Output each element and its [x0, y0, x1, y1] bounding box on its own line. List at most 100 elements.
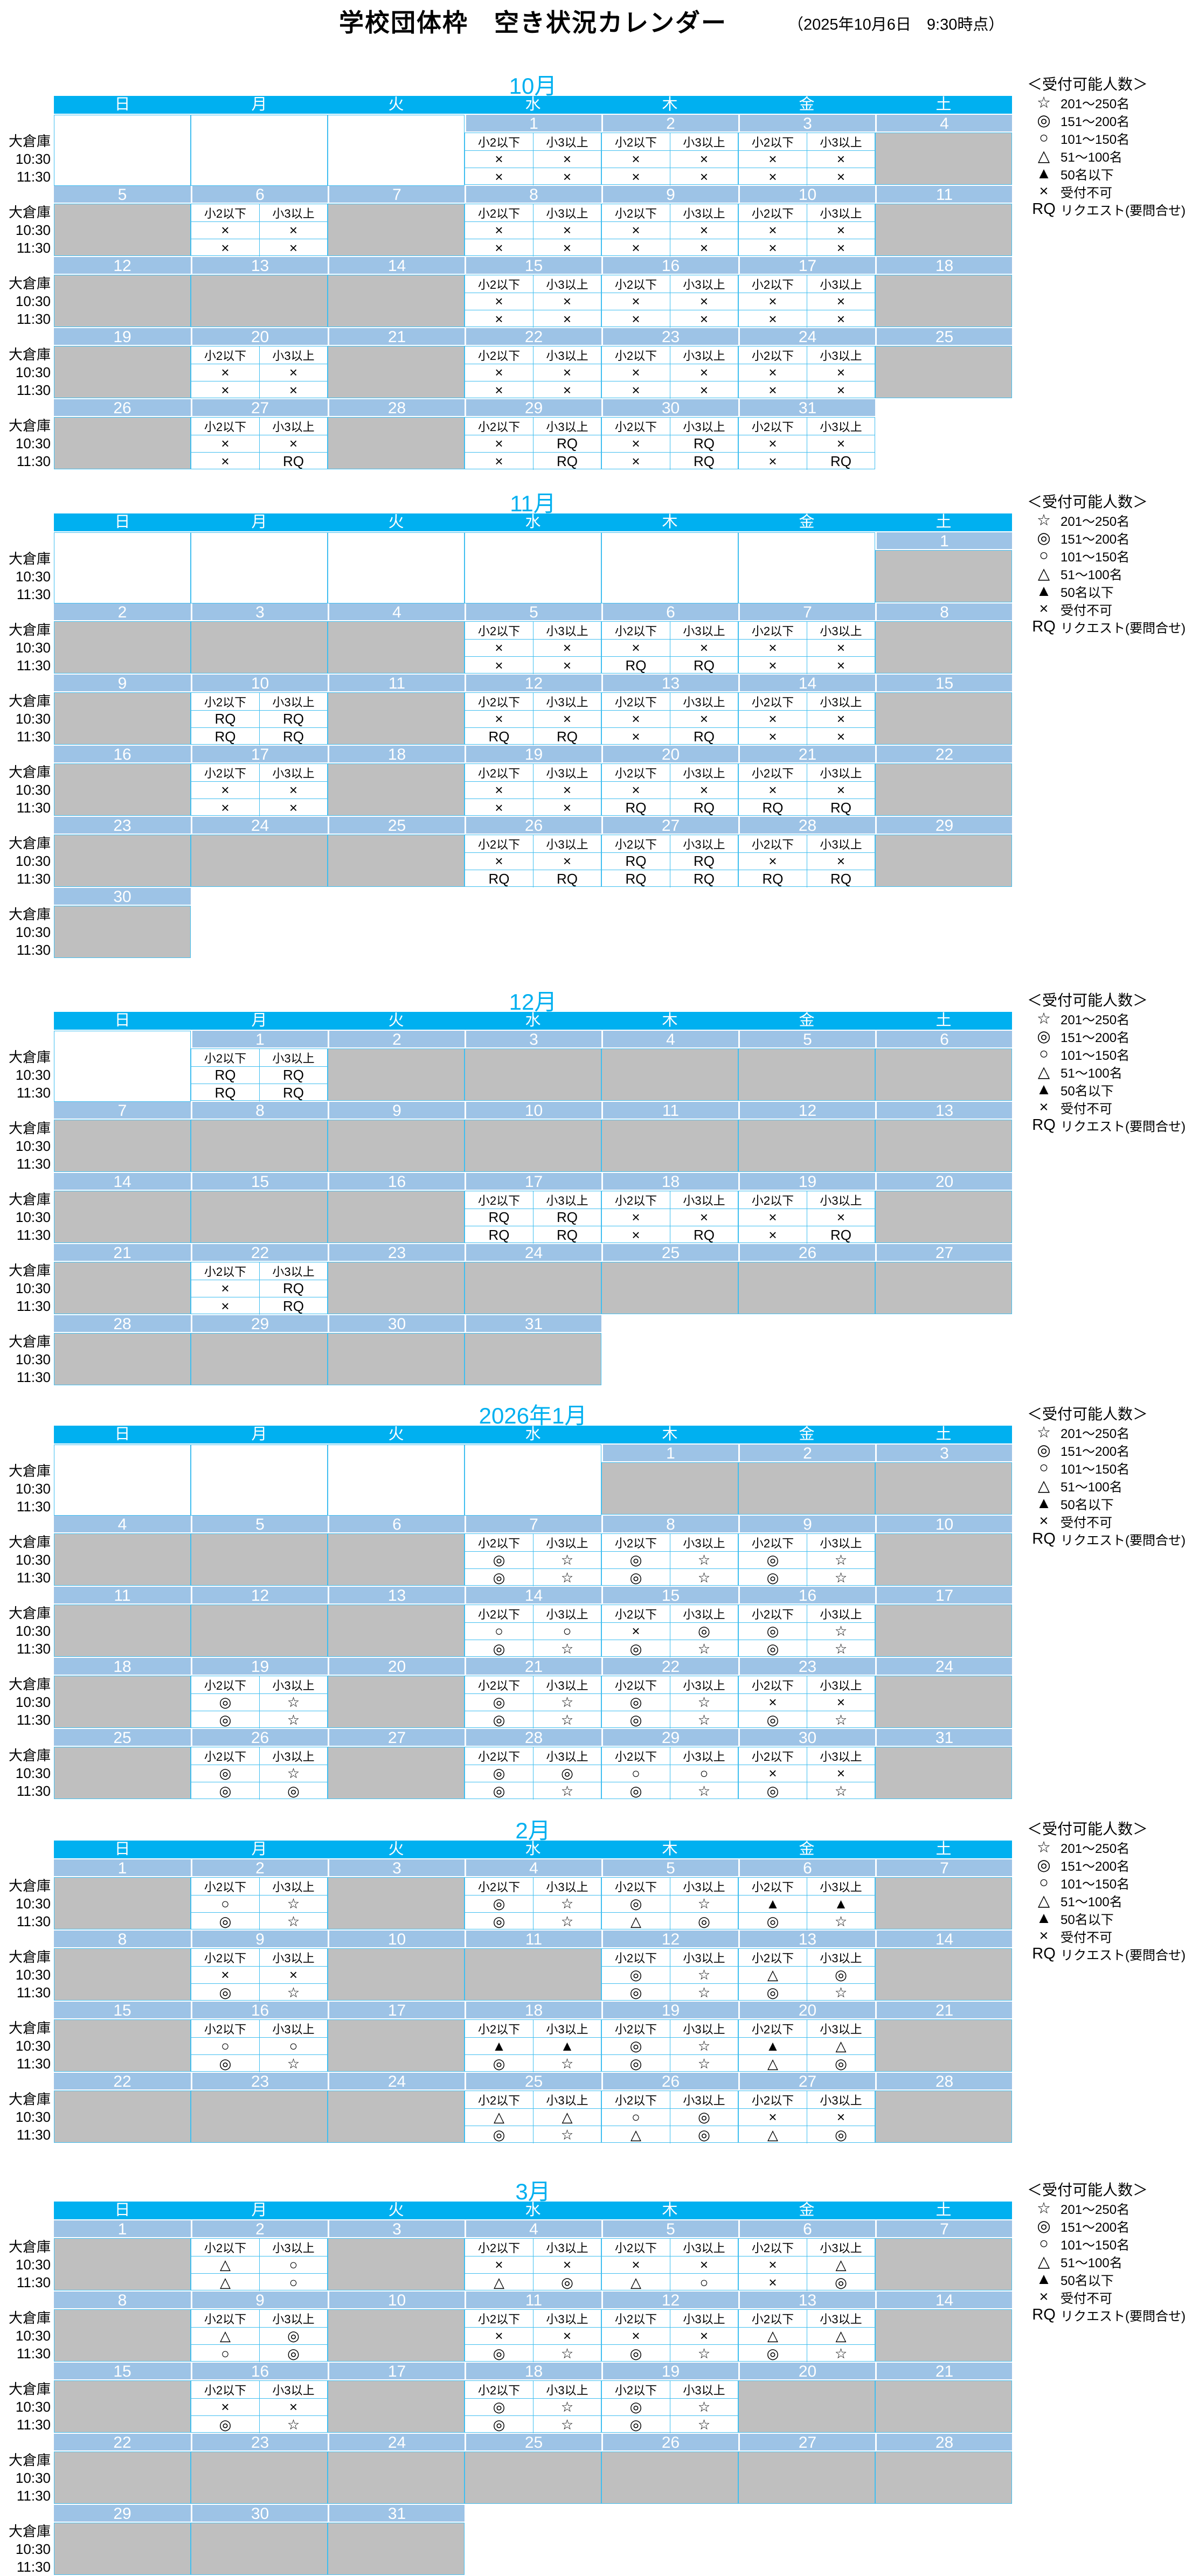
row-labels: 大倉庫 10:30 11:30 — [3, 1333, 51, 1386]
slot-1030-symbol: ☆ — [533, 2398, 601, 2415]
day-cell: 1 小2以下 小3以上 RQ RQ RQ RQ — [191, 1031, 328, 1102]
date-label: 30 — [328, 1315, 465, 1333]
date-label: 31 — [875, 1729, 1012, 1747]
slot-1030-symbol: × — [191, 1280, 259, 1297]
weekday-header-cell: 水 — [525, 1426, 541, 1443]
day-slots: 小2以下 小3以上 × × RQ RQ — [738, 835, 875, 887]
slot-1130-symbol: × — [670, 168, 738, 185]
day-slots: 小2以下 小3以上 △ △ ◎ ☆ — [738, 2309, 875, 2362]
day-cell: 22 小2以下 小3以上 × × × × — [465, 328, 601, 399]
slot-1130-symbol: ☆ — [670, 2344, 738, 2362]
row-labels: 大倉庫 10:30 11:30 — [3, 2452, 51, 2505]
date-label: 2 — [191, 2220, 328, 2238]
subcol-header: 小3以上 — [670, 275, 738, 293]
row-label-time2: 11:30 — [16, 382, 51, 398]
slot-1030-symbol: × — [739, 781, 807, 799]
slot-1030-symbol: × — [465, 781, 533, 799]
subcol-header: 小3以上 — [807, 2020, 875, 2037]
slot-1030-symbol: × — [465, 710, 533, 727]
slot-1130-symbol: ◎ — [465, 2344, 533, 2362]
date-label: 11 — [54, 1587, 191, 1605]
slot-1130-symbol: ☆ — [533, 1568, 601, 1586]
slot-1030-symbol: ▲ — [533, 2037, 601, 2054]
subcol-header: 小2以下 — [614, 1750, 657, 1763]
slot-1130-symbol: ○ — [259, 2273, 327, 2291]
slot-1130-symbol: × — [191, 1297, 259, 1315]
legend-label: 101～150名 — [1061, 1049, 1130, 1063]
subcol-header: 小2以下 — [477, 1537, 521, 1550]
day-closed — [875, 204, 1012, 256]
legend-label: 受付不可 — [1061, 1516, 1112, 1530]
slot-1030-symbol: × — [739, 710, 807, 727]
day-cell: 27 — [328, 1729, 465, 1800]
row-label-time2: 11:30 — [16, 586, 51, 602]
day-closed — [54, 204, 191, 256]
day-closed — [328, 1676, 465, 1728]
row-label-venue: 大倉庫 — [8, 1534, 51, 1550]
day-cell — [191, 115, 328, 186]
day-slots: 小2以下 小3以上 × × × × — [738, 346, 875, 399]
day-closed — [328, 1333, 465, 1385]
legend: ＜受付可能人数＞ ☆ 201～250名 ◎ 151～200名 ○ 101～150名 △ 51～1… — [1027, 2181, 1185, 2324]
date-label: 7 — [738, 603, 875, 621]
slot-1130-symbol: RQ — [259, 727, 327, 745]
date-label: 9 — [738, 1516, 875, 1533]
subcol-header: 小3以上 — [670, 693, 738, 710]
day-blank — [328, 532, 465, 603]
slot-1030-symbol: × — [602, 2327, 670, 2344]
date-label: 8 — [54, 2292, 191, 2309]
slot-1030-symbol: ◎ — [259, 2327, 327, 2344]
date-label: 28 — [328, 399, 465, 417]
slot-1130-symbol: ◎ — [191, 1711, 259, 1728]
slot-1030-symbol: × — [807, 1693, 875, 1711]
slot-1030-symbol: ▲ — [739, 2037, 807, 2054]
day-cell: 25 — [875, 328, 1012, 399]
slot-1130-symbol: × — [670, 239, 738, 256]
date-label: 27 — [191, 399, 328, 417]
subcol-header: 小3以上 — [807, 2091, 875, 2108]
day-cell: 26 — [54, 399, 191, 470]
slot-1130-symbol: ☆ — [670, 2415, 738, 2433]
legend-label: 151～200名 — [1061, 2220, 1130, 2235]
slot-1030-symbol: × — [465, 293, 533, 310]
day-cell: 30 小2以下 小3以上 × × ◎ ☆ — [738, 1729, 875, 1800]
legend-item: ○ 101～150名 — [1027, 1459, 1185, 1477]
weekday-header-cell: 土 — [935, 513, 952, 531]
day-slots: 小2以下 小3以上 × × ◎ ☆ — [191, 1948, 328, 2001]
week-row: 大倉庫 10:30 11:30 12 13 14 15 小2以下 小3以上 × × × × 16 小2以下小… — [9, 257, 1012, 328]
subcol-header: 小2以下 — [204, 207, 247, 220]
slot-1030-symbol: × — [465, 150, 533, 168]
date-label: 23 — [191, 2434, 328, 2452]
day-cell: 27 小2以下 小3以上 × × △ ◎ — [738, 2073, 875, 2144]
row-label-venue: 大倉庫 — [8, 2381, 51, 2397]
row-labels: 大倉庫 10:30 11:30 — [3, 1462, 51, 1516]
row-label-venue: 大倉庫 — [8, 2020, 51, 2036]
legend-label: 201～250名 — [1061, 515, 1130, 529]
date-label: 31 — [328, 2505, 465, 2523]
legend-symbol: △ — [1037, 565, 1050, 582]
day-slots: 小2以下 小3以上 × × × × — [465, 204, 601, 256]
date-label: 13 — [601, 675, 738, 692]
day-closed — [191, 621, 328, 673]
row-label-time2: 11:30 — [16, 1369, 51, 1385]
day-cell: 12 — [191, 1587, 328, 1658]
subcol-header: 小3以上 — [533, 835, 601, 852]
legend: ＜受付可能人数＞ ☆ 201～250名 ◎ 151～200名 ○ 101～150名 △ 51～1… — [1027, 75, 1185, 218]
slot-1130-symbol: RQ — [259, 1297, 327, 1315]
legend-label: 151～200名 — [1061, 1859, 1130, 1874]
slot-1030-symbol: × — [191, 221, 259, 239]
subcol-header: 小2以下 — [614, 838, 657, 851]
day-cell: 9 小2以下 小3以上 × × ◎ ☆ — [191, 1931, 328, 2002]
row-labels: 大倉庫 10:30 11:30 — [3, 275, 51, 328]
legend-symbol: ☆ — [1037, 512, 1051, 529]
slot-1030-symbol: ☆ — [259, 1693, 327, 1711]
day-cell: 15 — [191, 1173, 328, 1244]
subcol-header: 小2以下 — [614, 767, 657, 780]
legend-symbol: × — [1039, 2288, 1049, 2306]
row-label-venue: 大倉庫 — [8, 1049, 51, 1065]
day-cell: 16 — [54, 746, 191, 817]
row-label-venue: 大倉庫 — [8, 1747, 51, 1763]
date-label: 25 — [875, 328, 1012, 346]
day-closed — [328, 204, 465, 256]
day-blank — [465, 532, 601, 603]
